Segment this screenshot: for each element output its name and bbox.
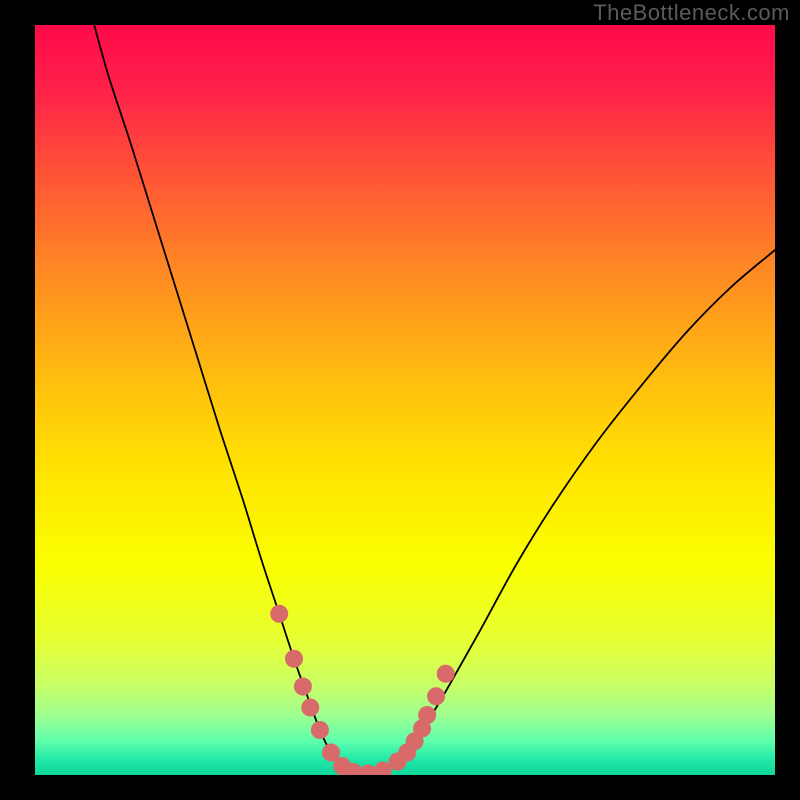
marker-point — [311, 721, 329, 739]
marker-point — [427, 687, 445, 705]
marker-point — [270, 605, 288, 623]
marker-point — [418, 706, 436, 724]
gradient-background — [35, 25, 775, 775]
chart-stage: { "watermark": { "text": "TheBottleneck.… — [0, 0, 800, 800]
marker-point — [285, 650, 303, 668]
bottleneck-chart — [0, 0, 800, 800]
marker-point — [301, 699, 319, 717]
marker-point — [294, 678, 312, 696]
marker-point — [437, 665, 455, 683]
marker-point — [359, 765, 377, 783]
